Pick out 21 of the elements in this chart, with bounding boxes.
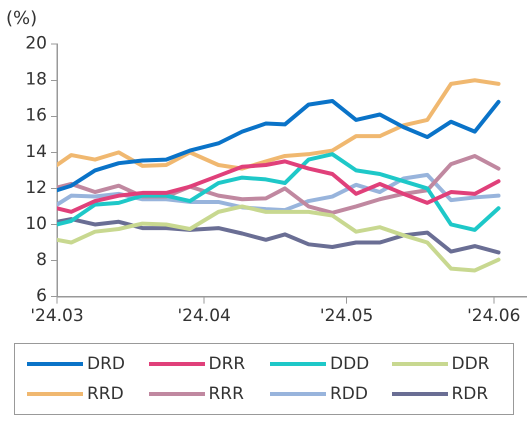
x-tick-label: '24.06 [467, 306, 520, 326]
x-tick-label: '24.04 [178, 306, 231, 326]
legend-label: DRD [87, 354, 125, 374]
y-axis-title: (%) [6, 8, 38, 29]
legend-label: DRR [208, 354, 246, 374]
y-tick-label: 12 [25, 178, 47, 198]
y-tick-label: 6 [36, 286, 47, 306]
legend-label: RRR [208, 384, 244, 404]
x-tick-label: '24.05 [320, 306, 374, 326]
x-tick-label: '24.03 [30, 306, 84, 326]
y-tick-label: 10 [25, 214, 47, 234]
legend-label: RRD [87, 384, 124, 404]
y-tick-label: 16 [25, 106, 47, 126]
y-tick-label: 8 [36, 250, 47, 270]
legend-label: DDR [452, 354, 490, 374]
y-tick-label: 20 [25, 34, 47, 54]
legend-label: RDR [452, 384, 488, 404]
y-tick-label: 14 [25, 142, 47, 162]
y-tick-label: 18 [25, 70, 47, 90]
legend-label: DDD [330, 354, 370, 374]
legend-label: RDD [330, 384, 368, 404]
